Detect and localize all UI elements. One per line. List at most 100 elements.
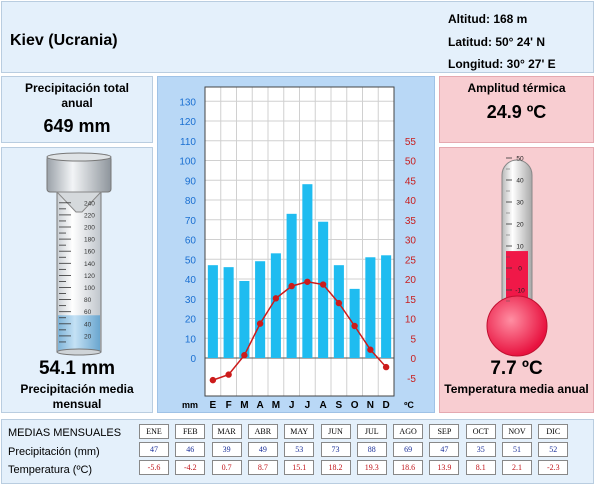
right-tick-label: 20 [405,275,417,286]
temp-cell: 18.6 [393,460,424,475]
temp-cell: 13.9 [429,460,460,475]
table-title: MEDIAS MENSUALES [8,427,122,439]
precip-cell: 46 [175,442,206,457]
therm-tick-label: 0 [518,266,522,273]
month-tick-label: A [257,400,264,411]
gauge-tick-label: 60 [84,309,92,316]
left-tick-label: 110 [180,137,196,148]
right-tick-label: 40 [405,196,417,207]
longitude-text: Longitud: 30° 27' E [448,57,556,71]
month-header-cell: OCT [465,424,496,439]
month-header-cell: FEB [175,424,206,439]
climate-chart-svg: 0 10 20 30 40 50 60 70 80 90 100 110 120 130 -5 0 5 10 15 2… [179,86,417,411]
table-temp-label: Temperatura (ºC) [8,464,93,476]
monthly-table: MEDIAS MENSUALES Precipitación (mm) Temp… [1,419,594,484]
month-tick-label: J [289,400,295,411]
therm-tick-label: 50 [516,156,524,163]
precip-total-panel: Precipitación total anual 649 mm [1,76,153,143]
precip-bar [207,265,218,358]
temp-point [367,346,374,353]
left-tick-label: 40 [185,275,197,286]
temp-point [272,295,280,302]
right-unit-label: ºC [404,400,414,410]
table-precip-label: Precipitación (mm) [8,446,100,458]
month-tick-label: A [320,400,327,411]
right-tick-label: 30 [405,236,417,247]
left-tick-label: 10 [185,334,197,345]
month-header-cell: NOV [502,424,532,439]
therm-tick-label: 30 [516,200,524,207]
temp-line [212,280,387,381]
precip-cell: 53 [284,442,315,457]
right-tick-label: 45 [405,176,417,187]
gauge-tick-label: 200 [84,225,95,232]
month-tick-label: D [383,400,390,411]
left-tick-label: 50 [185,255,197,266]
month-tick-label: M [240,400,248,411]
right-tick-label: 10 [405,315,417,326]
temp-cell: 8.7 [247,460,278,475]
therm-tick-label: -10 [515,288,525,295]
climate-chart: 0 10 20 30 40 50 60 70 80 90 100 110 120 130 -5 0 5 10 15 2… [157,76,435,413]
header-panel: Kiev (Ucrania) Altitud: 168 m Latitud: 5… [1,1,594,73]
left-tick-label: 60 [185,236,197,247]
amplitude-panel: Amplitud térmica 24.9 ºC [439,76,594,143]
precip-cell: 88 [356,442,387,457]
rain-gauge-panel: 240 220 200 180 160 140 120 100 80 60 40 20 54.1 mm… [1,147,153,413]
month-tick-label: N [367,400,374,411]
month-header-cell: MAR [211,424,242,439]
precip-monthly-label: Precipitación media mensual [20,382,134,411]
temp-cell: 2.1 [502,460,532,475]
precip-cell: 47 [429,442,460,457]
precip-bar [318,221,329,358]
precip-total-value: 649 mm [43,116,111,136]
temp-cell: 0.7 [211,460,242,475]
temp-cell: 19.3 [356,460,387,475]
left-tick-label: 20 [185,315,197,326]
left-tick-label: 70 [185,216,197,227]
left-tick-label: 120 [179,117,196,128]
right-tick-label: 35 [405,216,417,227]
month-header-cell: SEP [429,424,460,439]
therm-tick-label: 10 [516,244,524,251]
temp-point [335,299,343,307]
temp-point [241,352,248,359]
thermometer-icon: 50 40 30 20 10 0 -10 [486,156,548,357]
temp-annual-label: Temperatura media anual [444,382,589,396]
temp-annual-value: 7.7 ºC [490,358,543,379]
month-header-cell: JUL [356,424,387,439]
precip-cell: 39 [211,442,242,457]
gauge-tick-label: 120 [84,273,95,280]
precip-bar [255,261,266,358]
month-header-cell: JUN [320,424,351,439]
left-tick-label: 0 [190,354,196,365]
precip-bar [381,255,392,358]
month-header-cell: AGO [393,424,424,439]
left-tick-label: 90 [185,176,197,187]
right-tick-label: 25 [405,255,417,266]
temp-point [209,376,217,384]
gauge-tick-label: 160 [84,249,95,256]
gauge-tick-label: 180 [84,237,95,244]
month-header-cell: ENE [139,424,169,439]
temp-point [382,363,390,371]
amplitude-value: 24.9 ºC [486,102,547,122]
precip-bar [302,184,313,358]
left-unit-label: mm [182,400,198,410]
temp-cell: -2.3 [538,460,569,475]
precip-cell: 47 [139,442,169,457]
therm-tick-label: 20 [516,222,524,229]
rain-gauge-icon: 240 220 200 180 160 140 120 100 80 60 40 20 [46,152,112,356]
thermometer-panel: 50 40 30 20 10 0 -10 7.7 ºC Temperatura media … [439,147,594,413]
precip-bar [333,265,344,358]
right-tick-label: 55 [405,137,417,148]
temp-point [319,281,327,288]
amplitude-label: Amplitud térmica [467,81,566,95]
left-tick-label: 100 [179,157,196,168]
gauge-tick-label: 80 [84,297,92,304]
precip-cell: 69 [393,442,424,457]
gauge-tick-label: 100 [84,285,95,292]
month-tick-label: E [210,400,217,411]
latitude-text: Latitud: 50° 24' N [448,35,546,49]
left-tick-label: 80 [185,196,197,207]
